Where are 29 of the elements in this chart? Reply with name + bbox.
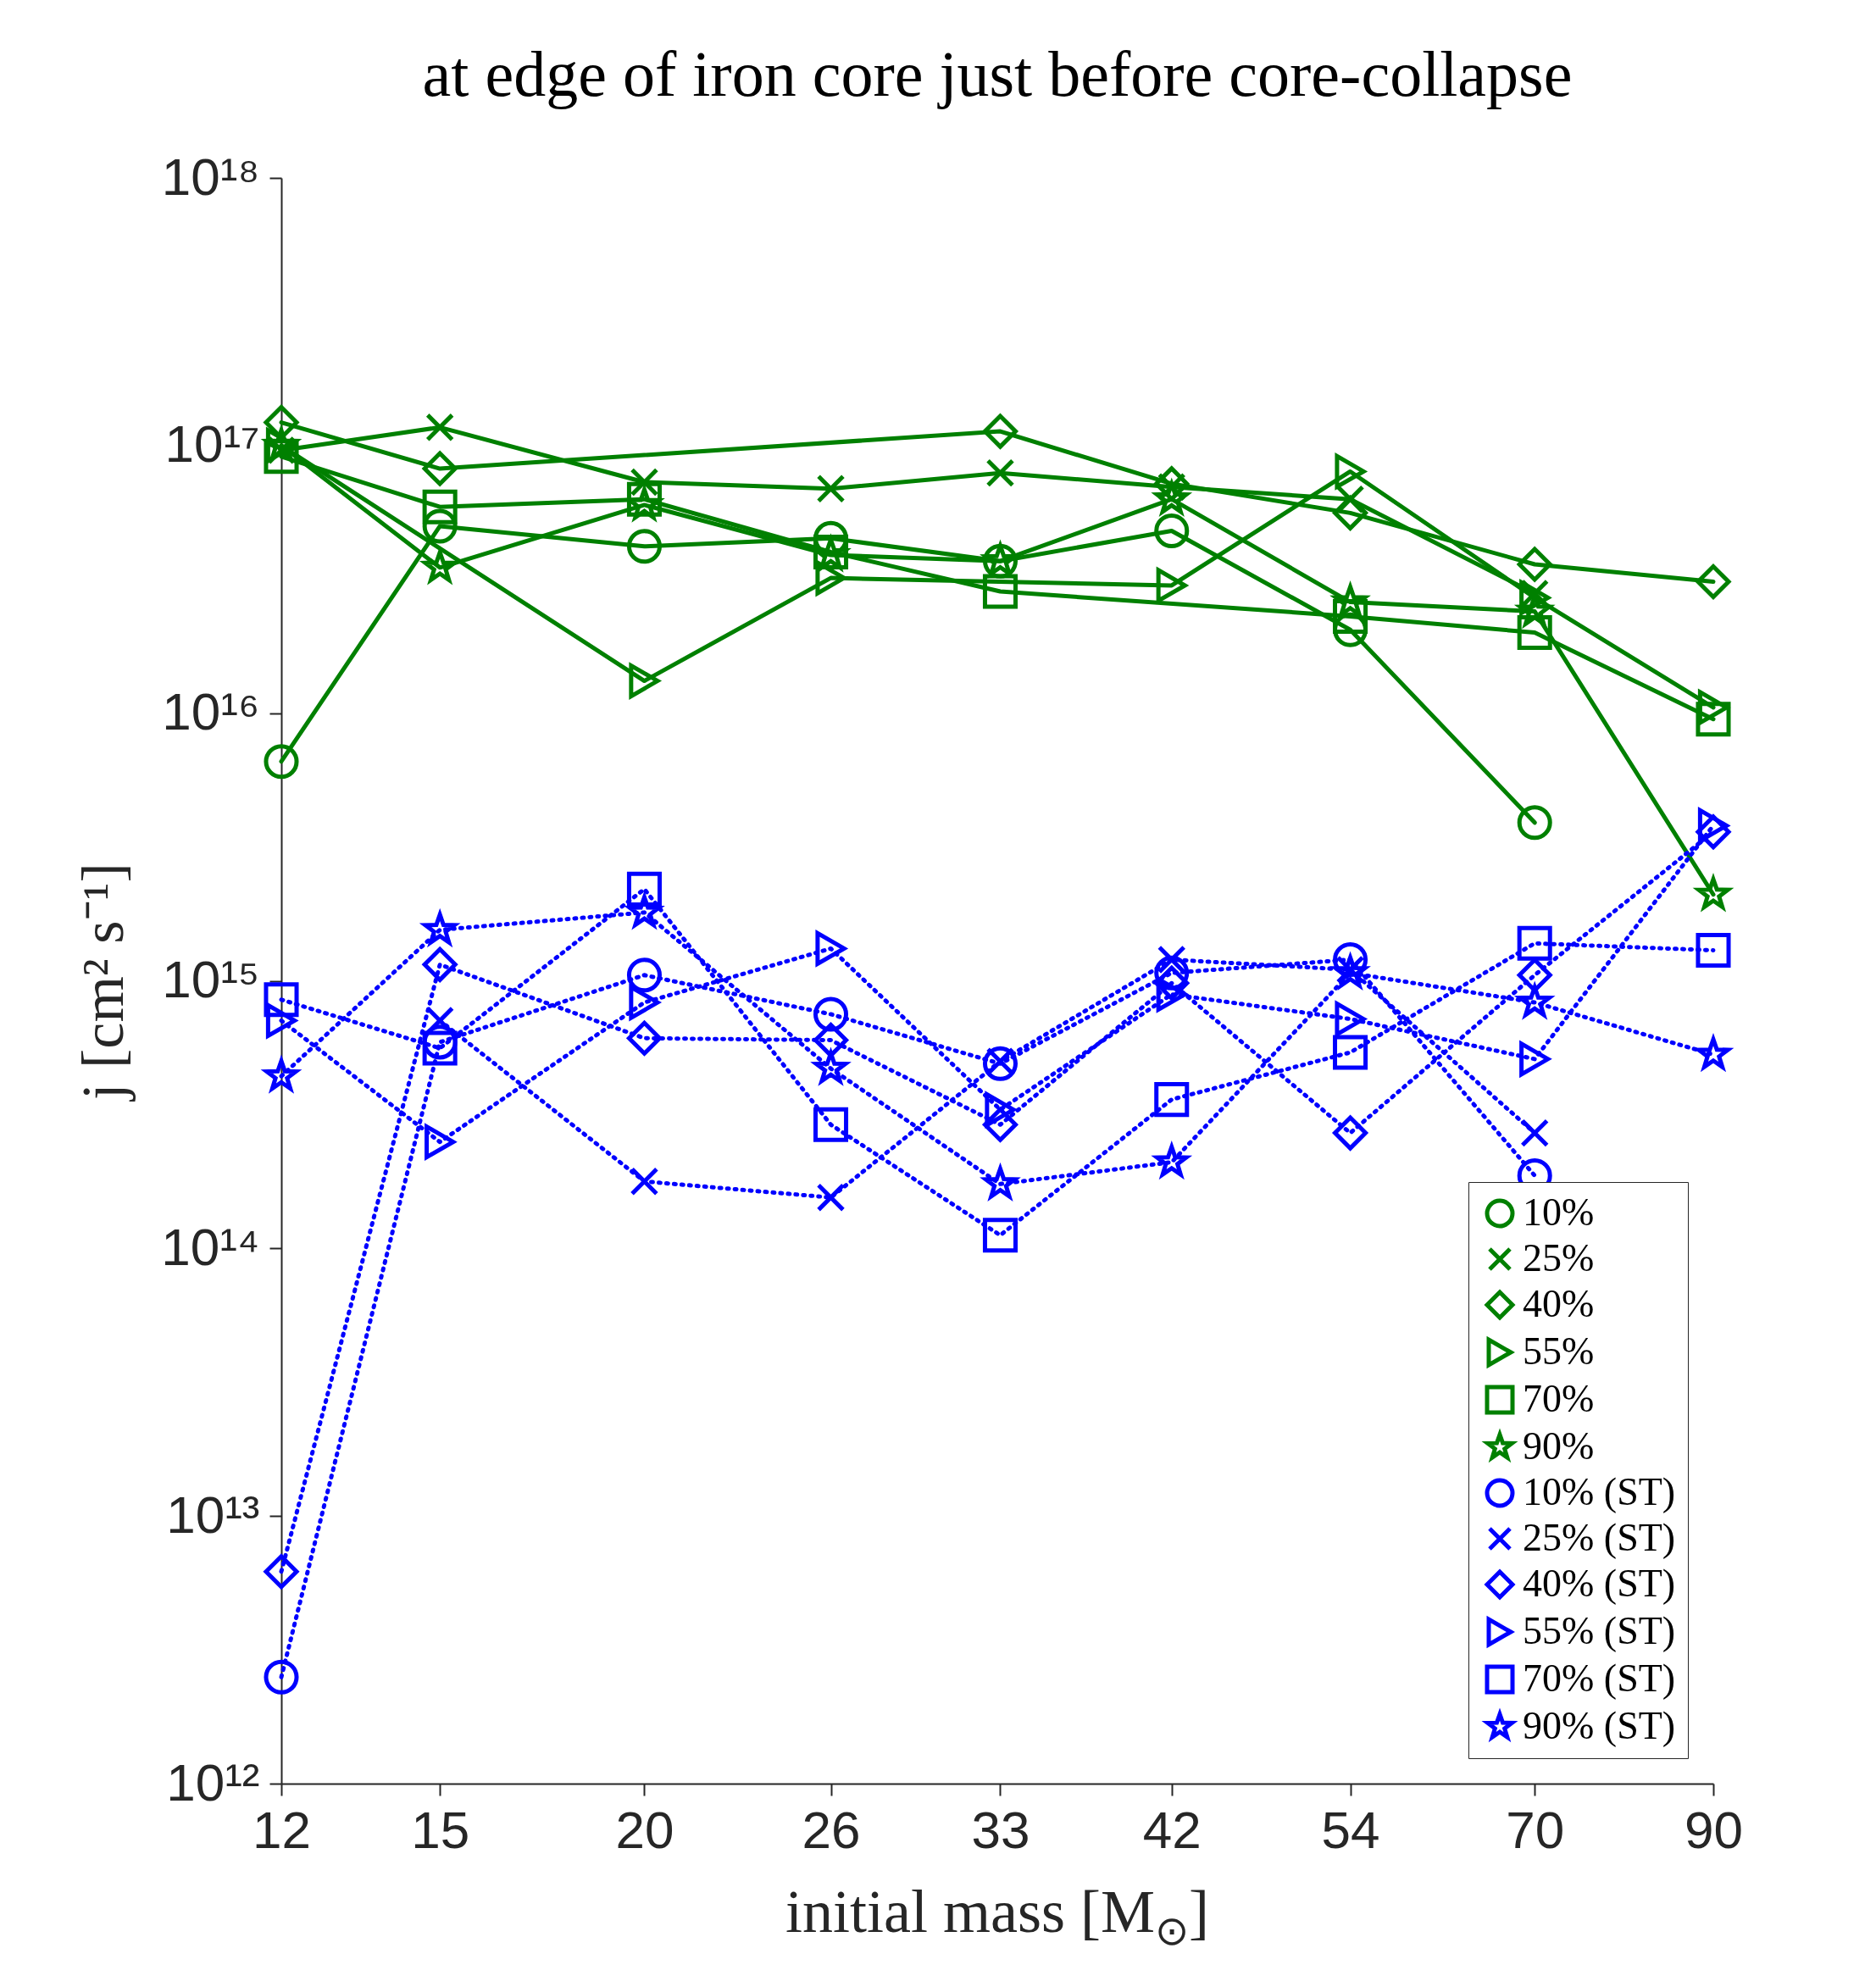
- x-axis-title: initial mass [M$_{⊙}$]: [785, 1877, 1210, 1955]
- y-tick-label: 10¹⁷: [164, 414, 260, 474]
- legend-label: 40% (ST): [1523, 1562, 1676, 1605]
- x-tick-label: 70: [1506, 1800, 1565, 1859]
- legend-label: 55% (ST): [1523, 1609, 1676, 1652]
- y-tick-label: 10¹⁶: [162, 682, 260, 741]
- y-axis-title: j [cm² s⁻¹]: [70, 863, 136, 1102]
- x-tick-label: 90: [1685, 1800, 1743, 1859]
- legend-label: 70% (ST): [1523, 1657, 1676, 1700]
- y-tick-label: 10¹⁸: [161, 147, 260, 206]
- legend-label: 25%: [1523, 1236, 1595, 1279]
- legend-label: 10%: [1523, 1191, 1595, 1234]
- legend-label: 55%: [1523, 1329, 1595, 1373]
- legend-label: 25% (ST): [1523, 1516, 1676, 1559]
- legend-label: 40%: [1523, 1282, 1595, 1325]
- x-tick-label: 33: [971, 1800, 1030, 1859]
- x-tick-label: 26: [802, 1800, 861, 1859]
- y-tick-label: 10¹⁵: [162, 950, 260, 1008]
- legend-label: 90% (ST): [1523, 1704, 1676, 1747]
- chart-title: at edge of iron core just before core-collapse: [422, 38, 1573, 109]
- x-tick-label: 42: [1142, 1800, 1202, 1859]
- legend-label: 10% (ST): [1523, 1470, 1676, 1513]
- x-tick-label: 20: [615, 1800, 674, 1859]
- legend-label: 70%: [1523, 1377, 1595, 1420]
- x-tick-label: 15: [411, 1800, 470, 1859]
- x-tick-label: 54: [1321, 1800, 1380, 1859]
- legend-label: 90%: [1523, 1424, 1595, 1468]
- y-tick-label: 10¹⁴: [161, 1217, 260, 1276]
- y-tick-label: 10¹³: [166, 1485, 260, 1544]
